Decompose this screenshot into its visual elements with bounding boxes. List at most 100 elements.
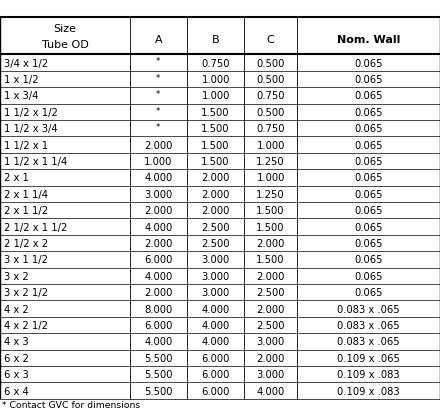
Text: 3.000: 3.000	[257, 337, 285, 346]
Text: 0.750: 0.750	[202, 58, 230, 68]
Text: 0.500: 0.500	[257, 108, 285, 117]
Text: 1 x 3/4: 1 x 3/4	[4, 91, 39, 101]
Text: 1.000: 1.000	[202, 91, 230, 101]
Text: 1.500: 1.500	[257, 255, 285, 265]
Text: 4.000: 4.000	[202, 337, 230, 346]
Text: 1 1/2 x 1 1/4: 1 1/2 x 1 1/4	[4, 157, 68, 166]
Text: 3.000: 3.000	[257, 369, 285, 379]
Text: Size: Size	[53, 24, 77, 34]
Text: 1 1/2 x 3/4: 1 1/2 x 3/4	[4, 124, 58, 134]
Text: 4.000: 4.000	[144, 173, 172, 183]
Text: 0.109 x .083: 0.109 x .083	[337, 369, 400, 379]
Text: 0.109 x .065: 0.109 x .065	[337, 353, 400, 363]
Text: 1.500: 1.500	[202, 140, 230, 150]
Text: *: *	[156, 106, 161, 115]
Text: 1.000: 1.000	[257, 173, 285, 183]
Text: 2 x 1 1/2: 2 x 1 1/2	[4, 206, 48, 216]
Text: 2.000: 2.000	[257, 238, 285, 248]
Text: 3.000: 3.000	[202, 271, 230, 281]
Text: 0.083 x .065: 0.083 x .065	[337, 304, 400, 314]
Text: 0.750: 0.750	[257, 124, 285, 134]
Text: 6.000: 6.000	[202, 353, 230, 363]
Text: *: *	[156, 123, 161, 132]
Text: 6.000: 6.000	[202, 369, 230, 379]
Text: *: *	[156, 74, 161, 83]
Text: 1.500: 1.500	[257, 206, 285, 216]
Text: 0.065: 0.065	[354, 124, 383, 134]
Text: 0.065: 0.065	[354, 206, 383, 216]
Text: 4.000: 4.000	[202, 304, 230, 314]
Text: 4.000: 4.000	[144, 337, 172, 346]
Text: 4.000: 4.000	[144, 222, 172, 232]
Text: 0.065: 0.065	[354, 157, 383, 166]
Text: 1.250: 1.250	[256, 189, 285, 199]
Text: 3.000: 3.000	[144, 189, 172, 199]
Text: 4.000: 4.000	[257, 386, 285, 396]
Text: 2.500: 2.500	[257, 320, 285, 330]
Text: 1.000: 1.000	[257, 140, 285, 150]
Text: 2 x 1: 2 x 1	[4, 173, 29, 183]
Text: 2 1/2 x 2: 2 1/2 x 2	[4, 238, 48, 248]
Text: 6.000: 6.000	[144, 255, 172, 265]
Text: 2 x 1 1/4: 2 x 1 1/4	[4, 189, 48, 199]
Text: 4 x 2 1/2: 4 x 2 1/2	[4, 320, 48, 330]
Text: 2.000: 2.000	[257, 353, 285, 363]
Text: 0.500: 0.500	[257, 58, 285, 68]
Text: 0.083 x .065: 0.083 x .065	[337, 320, 400, 330]
Text: *: *	[156, 57, 161, 66]
Text: 5.500: 5.500	[144, 386, 172, 396]
Text: 5.500: 5.500	[144, 369, 172, 379]
Text: 1.500: 1.500	[202, 157, 230, 166]
Text: 3 x 2: 3 x 2	[4, 271, 29, 281]
Text: 8.000: 8.000	[144, 304, 172, 314]
Text: 4 x 2: 4 x 2	[4, 304, 29, 314]
Text: 0.065: 0.065	[354, 58, 383, 68]
Text: 1.500: 1.500	[202, 108, 230, 117]
Text: 2.000: 2.000	[144, 206, 172, 216]
Text: *: *	[156, 90, 161, 99]
Text: A: A	[154, 35, 162, 45]
Text: 2.000: 2.000	[257, 304, 285, 314]
Text: 0.065: 0.065	[354, 91, 383, 101]
Text: Nom. Wall: Nom. Wall	[337, 35, 400, 45]
Text: 0.065: 0.065	[354, 108, 383, 117]
Text: 4.000: 4.000	[202, 320, 230, 330]
Text: 0.065: 0.065	[354, 75, 383, 85]
Text: 5.500: 5.500	[144, 353, 172, 363]
Text: 1.000: 1.000	[144, 157, 172, 166]
Text: 2.000: 2.000	[202, 173, 230, 183]
Text: 2.000: 2.000	[144, 238, 172, 248]
Text: 6 x 4: 6 x 4	[4, 386, 29, 396]
Text: 3.000: 3.000	[202, 255, 230, 265]
Text: 2.000: 2.000	[144, 288, 172, 297]
Text: 4 x 3: 4 x 3	[4, 337, 29, 346]
Text: 3.000: 3.000	[202, 288, 230, 297]
Text: 2.000: 2.000	[144, 140, 172, 150]
Text: 4.000: 4.000	[144, 271, 172, 281]
Text: Tube OD: Tube OD	[41, 40, 88, 50]
Text: 2.000: 2.000	[257, 271, 285, 281]
Text: 2.500: 2.500	[257, 288, 285, 297]
Text: 1 x 1/2: 1 x 1/2	[4, 75, 39, 85]
Text: C: C	[267, 35, 275, 45]
Text: 0.065: 0.065	[354, 222, 383, 232]
Text: 2 1/2 x 1 1/2: 2 1/2 x 1 1/2	[4, 222, 68, 232]
Text: 6 x 3: 6 x 3	[4, 369, 29, 379]
Text: 0.065: 0.065	[354, 288, 383, 297]
Text: 0.083 x .065: 0.083 x .065	[337, 337, 400, 346]
Text: 6.000: 6.000	[144, 320, 172, 330]
Text: 1 1/2 x 1/2: 1 1/2 x 1/2	[4, 108, 58, 117]
Text: 3 x 2 1/2: 3 x 2 1/2	[4, 288, 48, 297]
Text: 0.750: 0.750	[257, 91, 285, 101]
Text: 1.000: 1.000	[202, 75, 230, 85]
Text: 1.500: 1.500	[257, 222, 285, 232]
Text: 3 x 1 1/2: 3 x 1 1/2	[4, 255, 48, 265]
Text: 1.500: 1.500	[202, 124, 230, 134]
Text: 0.109 x .083: 0.109 x .083	[337, 386, 400, 396]
Text: 2.500: 2.500	[202, 222, 230, 232]
Text: 1.250: 1.250	[256, 157, 285, 166]
Text: 2.000: 2.000	[202, 206, 230, 216]
Text: 0.065: 0.065	[354, 238, 383, 248]
Text: 1 1/2 x 1: 1 1/2 x 1	[4, 140, 48, 150]
Text: B: B	[212, 35, 220, 45]
